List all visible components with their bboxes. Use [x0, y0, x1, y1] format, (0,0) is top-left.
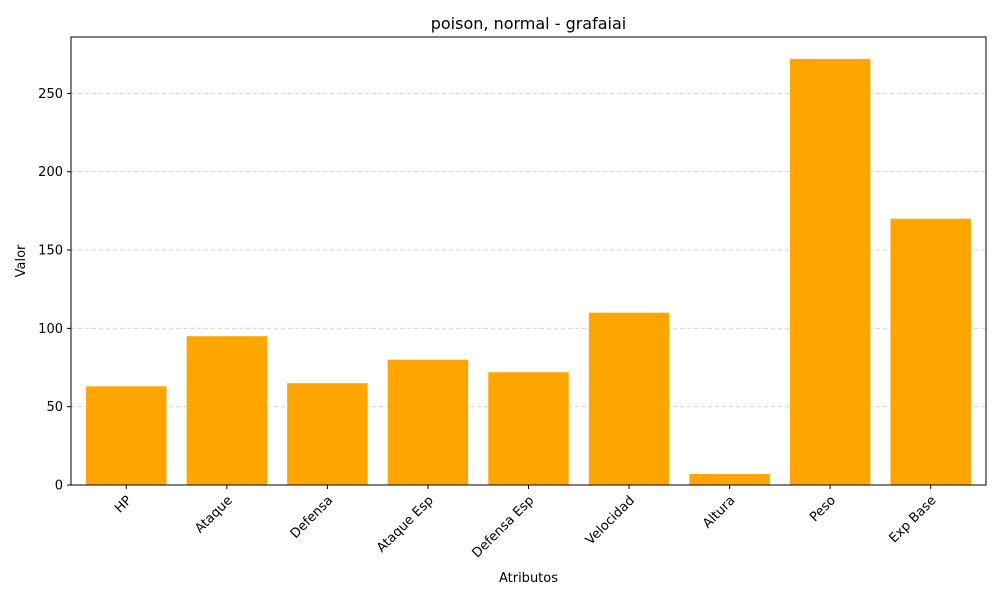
bar-hp — [86, 386, 167, 485]
bar-defensa-esp — [488, 372, 569, 485]
y-tick-label: 0 — [55, 479, 63, 494]
x-tick-label: Ataque Esp — [374, 493, 437, 556]
y-axis-ticks: 0 50 100 150 200 250 — [38, 87, 71, 494]
bar-exp-base — [890, 218, 971, 485]
bar-velocidad — [588, 312, 670, 485]
x-axis-label: Atributos — [499, 571, 558, 586]
y-tick-label: 150 — [38, 244, 63, 259]
x-tick-label: Ataque — [192, 493, 235, 536]
x-tick-label: Exp Base — [887, 493, 940, 546]
y-tick-label: 100 — [38, 322, 63, 337]
x-tick-label: Velocidad — [583, 493, 638, 548]
bar-altura — [689, 474, 770, 485]
bar-ataque — [186, 336, 268, 485]
chart-title: poison, normal - grafaiai — [431, 14, 627, 33]
x-tick-label: Peso — [807, 493, 839, 525]
x-tick-label: Defensa Esp — [469, 493, 537, 561]
x-axis-ticks: HP Ataque Defensa Ataque Esp Defensa Esp Velo… — [112, 485, 940, 561]
x-tick-label: Altura — [700, 493, 738, 531]
bar-defensa — [287, 383, 368, 485]
y-tick-label: 200 — [38, 165, 63, 180]
bars — [86, 58, 971, 486]
bar-peso — [789, 58, 871, 486]
bar-ataque-esp — [387, 359, 469, 485]
y-tick-label: 50 — [46, 400, 63, 415]
y-axis-label: Valor — [14, 244, 29, 277]
x-tick-label: HP — [112, 493, 135, 516]
y-tick-label: 250 — [38, 87, 63, 102]
x-tick-label: Defensa — [288, 493, 336, 541]
